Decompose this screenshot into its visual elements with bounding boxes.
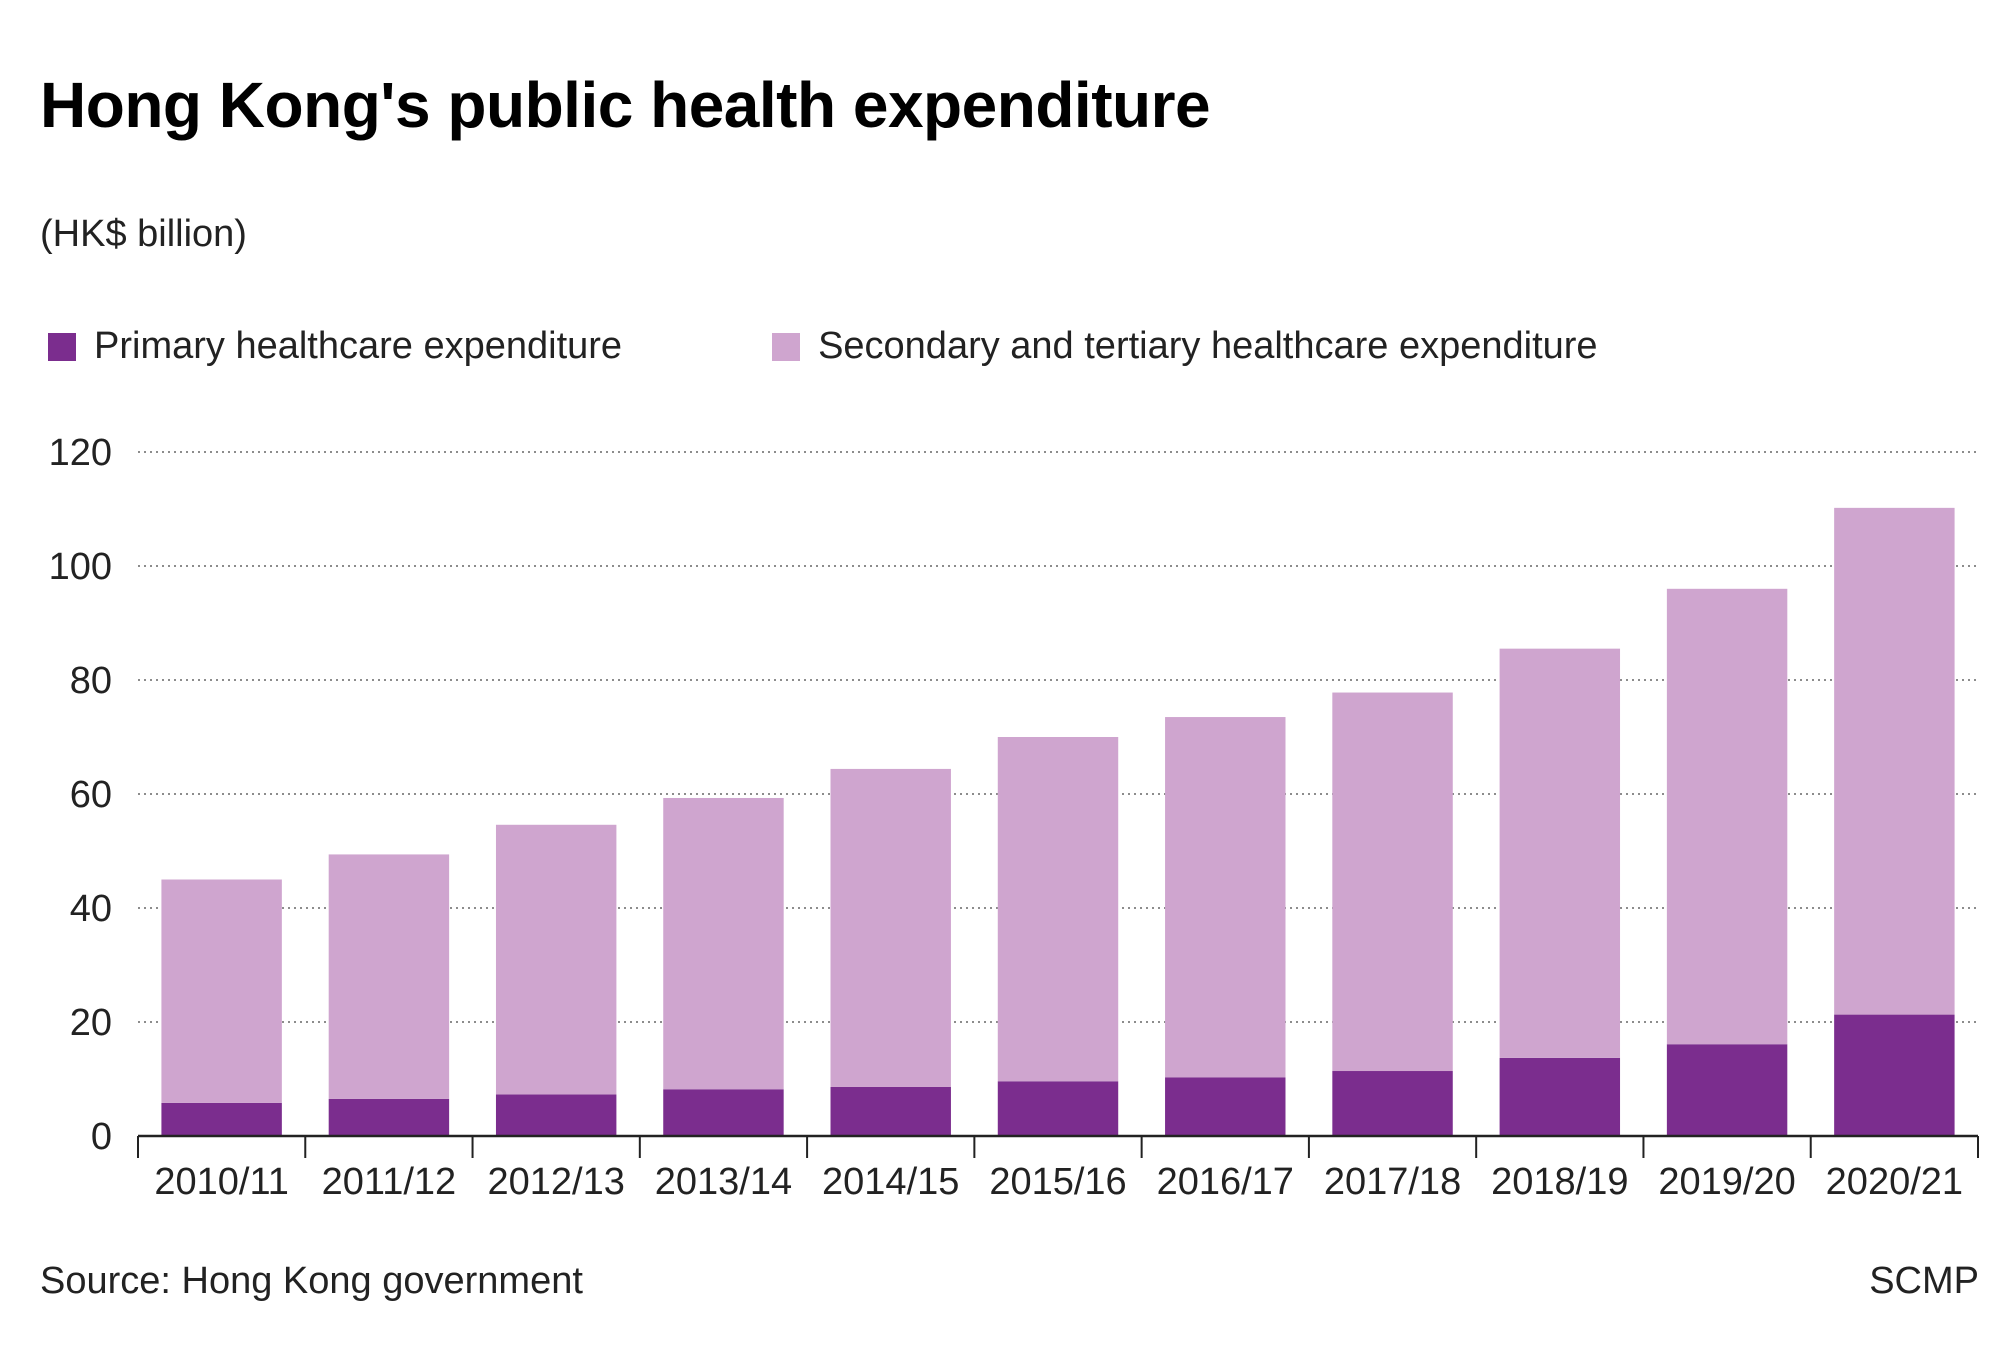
x-tick-label-2020-21: 2020/21: [1826, 1161, 1963, 1203]
bar-secondary-2017-18: [1332, 692, 1453, 1072]
x-tick-label-2010-11: 2010/11: [154, 1161, 289, 1203]
x-tick-label-2014-15: 2014/15: [822, 1161, 959, 1203]
bar-primary-2019-20: [1666, 1044, 1788, 1136]
x-tick-label-2011-12: 2011/12: [322, 1161, 457, 1203]
y-tick-label-20: 20: [70, 1002, 112, 1044]
bar-primary-2011-12: [328, 1098, 450, 1136]
bar-primary-2010-11: [161, 1102, 282, 1136]
y-tick-label-60: 60: [70, 774, 112, 816]
bars-layer: [161, 507, 1955, 1136]
bar-secondary-2011-12: [328, 854, 450, 1099]
bar-secondary-2014-15: [830, 768, 951, 1087]
x-tick-label-2018-19: 2018/19: [1491, 1161, 1628, 1203]
legend-label-secondary: Secondary and tertiary healthcare expend…: [818, 325, 1598, 367]
x-tick-label-2013-14: 2013/14: [655, 1161, 792, 1203]
bar-secondary-2012-13: [495, 824, 617, 1095]
bar-secondary-2019-20: [1666, 588, 1788, 1045]
brand-label: SCMP: [1869, 1260, 1979, 1302]
unit-label: (HK$ billion): [40, 213, 247, 255]
bar-secondary-2010-11: [161, 879, 282, 1103]
y-tick-label-0: 0: [91, 1116, 112, 1158]
legend-label-primary: Primary healthcare expenditure: [94, 325, 623, 367]
bar-primary-2013-14: [663, 1089, 784, 1136]
x-tick-label-2012-13: 2012/13: [487, 1161, 624, 1203]
bar-primary-2012-13: [495, 1094, 617, 1136]
y-tick-label-100: 100: [49, 546, 112, 588]
y-tick-label-80: 80: [70, 660, 112, 702]
bar-primary-2020-21: [1834, 1014, 1955, 1136]
legend-swatch-primary: [48, 332, 76, 361]
x-tick-label-2017-18: 2017/18: [1324, 1161, 1461, 1203]
bar-secondary-2015-16: [997, 737, 1119, 1082]
source-note: Source: Hong Kong government: [40, 1260, 583, 1302]
legend-item-secondary: Secondary and tertiary healthcare expend…: [772, 325, 1598, 368]
bar-secondary-2016-17: [1165, 717, 1286, 1078]
bar-secondary-2018-19: [1499, 648, 1621, 1058]
y-tick-label-40: 40: [70, 888, 112, 930]
bar-secondary-2020-21: [1834, 507, 1955, 1015]
bar-primary-2017-18: [1332, 1071, 1453, 1136]
legend-item-primary: Primary healthcare expenditure: [48, 325, 622, 368]
bar-primary-2018-19: [1499, 1057, 1621, 1136]
bar-secondary-2013-14: [663, 797, 784, 1090]
bar-primary-2014-15: [830, 1086, 951, 1136]
legend: Primary healthcare expenditure Secondary…: [48, 325, 1598, 368]
y-tick-label-120: 120: [49, 432, 112, 474]
x-tick-label-2015-16: 2015/16: [989, 1161, 1126, 1203]
stacked-bar-chart: 0 20 40 60 80 100 120 2010/11 2011/12 2012/13 2013…: [49, 432, 1979, 1203]
legend-swatch-secondary: [772, 332, 801, 361]
bar-primary-2016-17: [1165, 1077, 1286, 1136]
x-tick-label-2019-20: 2019/20: [1658, 1161, 1795, 1203]
x-tick-label-2016-17: 2016/17: [1157, 1161, 1294, 1203]
bar-primary-2015-16: [997, 1081, 1119, 1136]
axis-layer: 0 20 40 60 80 100 120 2010/11 2011/12 2012/13 2013…: [49, 432, 1979, 1203]
chart-title: Hong Kong's public health expenditure: [40, 69, 1211, 141]
